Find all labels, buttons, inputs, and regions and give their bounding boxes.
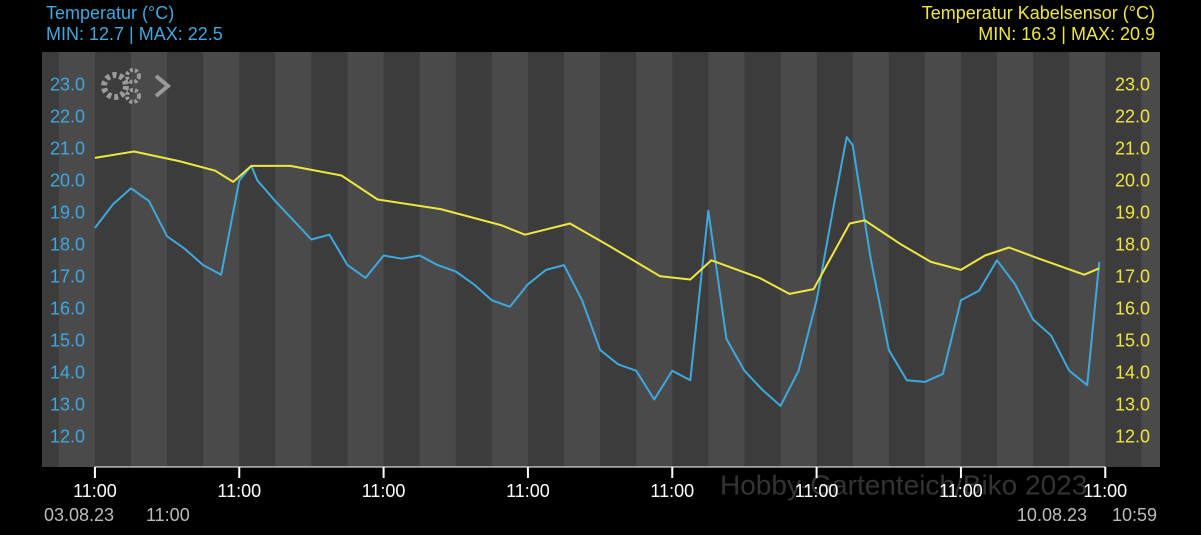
right-stats: MIN: 16.3 | MAX: 20.9: [978, 24, 1155, 44]
end-time: 10:59: [1112, 505, 1157, 525]
x-tick-label: 11:00: [795, 481, 839, 501]
stripe: [564, 52, 601, 467]
stripe: [491, 52, 528, 467]
y2-tick-label: 20.0: [1115, 171, 1150, 191]
stripe: [1069, 52, 1106, 467]
end-date: 10.08.23: [1017, 505, 1087, 525]
x-tick-label: 11:00: [1083, 481, 1127, 501]
y2-tick-label: 15.0: [1115, 331, 1150, 351]
y-tick-label: 18.0: [50, 235, 85, 255]
y2-tick-label: 12.0: [1115, 427, 1150, 447]
y2-tick-label: 16.0: [1115, 299, 1150, 319]
series-line: [94, 150, 1100, 295]
y-tick-label: 15.0: [50, 331, 85, 351]
y2-tick-label: 23.0: [1115, 75, 1150, 95]
stripe: [58, 52, 95, 467]
x-tick-label: 11:00: [362, 481, 406, 501]
y-tick-label: 17.0: [50, 267, 85, 287]
y-tick-label: 14.0: [50, 363, 85, 383]
stripe: [997, 52, 1034, 467]
stripe: [924, 52, 961, 467]
y2-tick-label: 22.0: [1115, 107, 1150, 127]
y-tick-label: 12.0: [50, 427, 85, 447]
y-tick-label: 19.0: [50, 203, 85, 223]
y2-tick-label: 19.0: [1115, 203, 1150, 223]
stripe: [636, 52, 673, 467]
y2-tick-label: 13.0: [1115, 395, 1150, 415]
left-title: Temperatur (°C): [46, 3, 174, 23]
x-tick-label: 11:00: [650, 481, 694, 501]
x-tick-label: 11:00: [939, 481, 983, 501]
stripe: [203, 52, 240, 467]
start-date: 03.08.23: [44, 505, 114, 525]
y2-tick-label: 14.0: [1115, 363, 1150, 383]
settings-icon[interactable]: [101, 68, 172, 104]
stripe: [347, 52, 384, 467]
y-tick-label: 20.0: [50, 171, 85, 191]
left-stats: MIN: 12.7 | MAX: 22.5: [46, 24, 223, 44]
x-tick-label: 11:00: [73, 481, 117, 501]
stripe: [275, 52, 312, 467]
stripes: [58, 52, 1160, 467]
y-tick-label: 22.0: [50, 107, 85, 127]
x-tick-label: 11:00: [217, 481, 261, 501]
stripe: [1141, 52, 1160, 467]
series-line: [94, 136, 1101, 407]
right-title: Temperatur Kabelsensor (°C): [922, 3, 1155, 23]
stripe: [131, 52, 168, 467]
stripe: [780, 52, 817, 467]
start-time: 11:00: [146, 505, 190, 525]
stripe: [708, 52, 745, 467]
y-tick-label: 13.0: [50, 395, 85, 415]
y-tick-label: 23.0: [50, 75, 85, 95]
y2-tick-label: 21.0: [1115, 139, 1150, 159]
watermark: Hobby-Gartenteich/Biko 2023: [720, 469, 1087, 500]
y-tick-label: 16.0: [50, 299, 85, 319]
y2-tick-label: 17.0: [1115, 267, 1150, 287]
x-tick-label: 11:00: [506, 481, 550, 501]
y2-tick-label: 18.0: [1115, 235, 1150, 255]
y-tick-label: 21.0: [50, 139, 85, 159]
